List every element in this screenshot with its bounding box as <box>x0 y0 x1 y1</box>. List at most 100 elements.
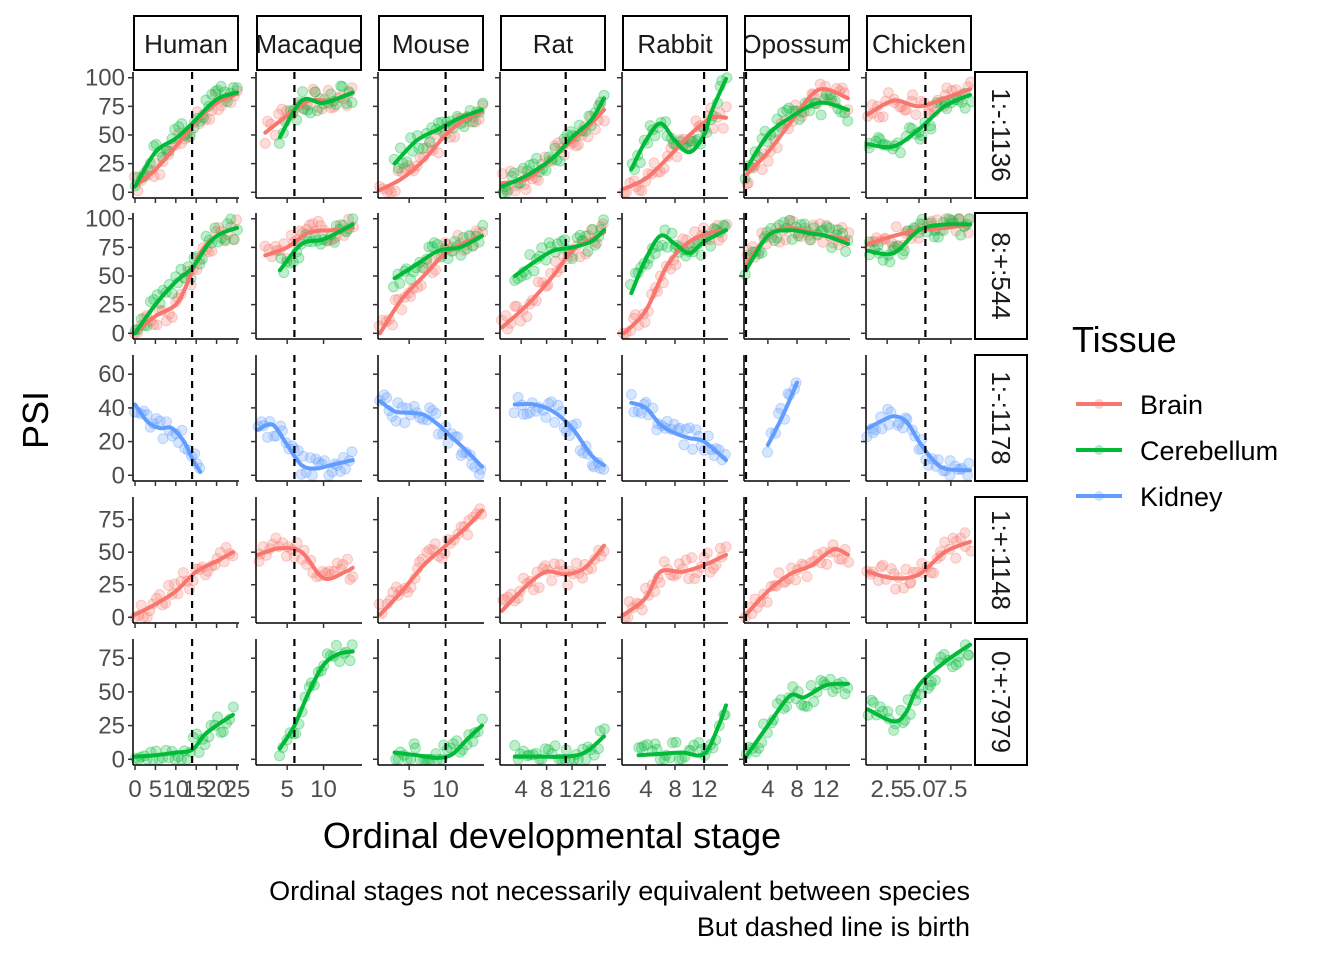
point-brain <box>680 554 692 566</box>
point-cerebellum <box>528 158 539 170</box>
point-kidney <box>549 416 561 428</box>
y-tick-label: 25 <box>98 151 125 178</box>
point-cerebellum <box>200 230 212 242</box>
point-cerebellum <box>799 700 810 712</box>
point-cerebellum <box>777 106 789 118</box>
point-cerebellum <box>649 738 661 750</box>
point-cerebellum <box>477 219 489 231</box>
strip-box <box>974 354 1028 482</box>
point-cerebellum <box>805 680 817 691</box>
point-brain <box>877 559 889 571</box>
point-cerebellum <box>397 157 409 169</box>
point-cerebellum <box>476 713 488 725</box>
y-tick-label: 25 <box>98 713 125 740</box>
point-kidney <box>455 450 467 461</box>
point-cerebellum <box>903 122 915 134</box>
point-brain <box>424 544 436 555</box>
x-tick-label: 0 <box>128 776 141 803</box>
strip-mouse: Mouse <box>378 15 484 71</box>
point-kidney <box>262 431 273 443</box>
strip-event-4: 1:+:1148 <box>974 496 1028 624</box>
point-kidney <box>378 389 390 401</box>
point-cerebellum <box>176 118 188 130</box>
point-cerebellum <box>705 240 717 252</box>
y-tick-label: 0 <box>112 320 125 347</box>
point-brain <box>304 219 315 231</box>
point-brain <box>639 316 651 328</box>
point-cerebellum <box>693 737 705 749</box>
point-brain <box>586 224 598 236</box>
point-brain <box>673 558 685 570</box>
point-brain <box>671 151 683 163</box>
trend-line-cerebellum <box>392 233 484 281</box>
point-brain <box>163 579 175 591</box>
point-kidney <box>668 418 680 430</box>
point-brain <box>470 225 482 237</box>
strip-box <box>500 15 606 71</box>
point-brain <box>670 259 682 271</box>
point-cerebellum <box>417 142 429 154</box>
point-brain <box>720 101 732 113</box>
trend-line-brain <box>744 87 850 178</box>
point-brain <box>836 222 848 233</box>
caption-line-2: But dashed line is birth <box>697 912 970 942</box>
point-brain <box>452 229 464 241</box>
point-kidney <box>390 415 402 427</box>
trend-line-cerebellum <box>133 90 239 189</box>
point-cerebellum <box>210 85 221 97</box>
point-brain <box>511 300 523 312</box>
point-cerebellum <box>588 749 600 761</box>
point-brain <box>883 87 894 99</box>
point-cerebellum <box>405 273 416 285</box>
point-brain <box>341 100 353 112</box>
point-brain <box>343 213 355 225</box>
strip-event-3: 1:-:1178 <box>974 354 1028 482</box>
trend-line-brain <box>378 508 484 617</box>
point-cerebellum <box>827 686 839 698</box>
point-kidney <box>651 424 663 436</box>
point-cerebellum <box>842 115 854 127</box>
point-kidney <box>588 461 600 473</box>
point-brain <box>574 251 586 263</box>
x-tick-label: 5 <box>149 776 162 803</box>
point-brain <box>549 140 561 152</box>
point-cerebellum <box>424 136 435 148</box>
point-brain <box>890 221 902 233</box>
point-brain <box>962 227 974 239</box>
point-kidney <box>586 459 598 471</box>
y-tick-label: 75 <box>98 234 125 261</box>
panel-opossum-5: 4 8 12 <box>739 639 854 803</box>
point-cerebellum <box>922 682 934 694</box>
strip-label: 0:+:7979 <box>986 651 1016 753</box>
x-tick-label: 5 <box>280 776 293 803</box>
point-brain <box>262 115 274 127</box>
point-cerebellum <box>212 711 224 723</box>
trend-line-brain <box>622 552 728 617</box>
point-brain <box>322 84 334 96</box>
point-kidney <box>678 439 690 451</box>
point-brain <box>959 527 971 539</box>
strip-box <box>974 638 1028 766</box>
y-tick-label: 20 <box>98 429 125 456</box>
point-kidney <box>521 408 533 420</box>
x-tick-label: 8 <box>540 776 553 803</box>
point-kidney <box>424 402 436 414</box>
point-kidney <box>154 415 166 427</box>
legend-label: Brain <box>1140 390 1203 420</box>
x-tick-label: 8 <box>668 776 681 803</box>
point-brain <box>690 115 702 127</box>
point-brain <box>259 240 271 252</box>
point-cerebellum <box>884 256 896 268</box>
point-brain <box>877 111 889 123</box>
panel-macaque-5: 5 10 <box>251 639 362 803</box>
point-cerebellum <box>786 234 798 245</box>
point-cerebellum <box>955 229 967 241</box>
point-kidney <box>297 450 309 462</box>
strip-event-2: 8:+:544 <box>974 212 1028 340</box>
legend-label: Cerebellum <box>1140 436 1278 466</box>
point-brain <box>677 233 689 245</box>
point-cerebellum <box>215 727 227 738</box>
point-cerebellum <box>173 121 185 133</box>
point-brain <box>910 109 922 121</box>
